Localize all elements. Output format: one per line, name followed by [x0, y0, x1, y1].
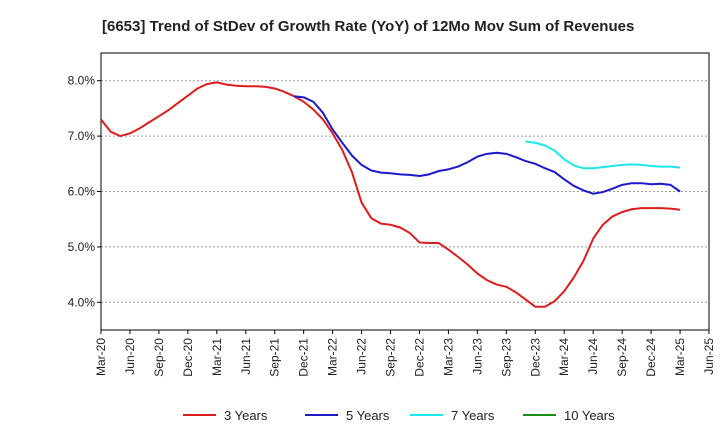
x-tick-label: Dec-21 — [297, 338, 311, 377]
x-axis-ticks: Mar-20 Jun-20 Sep-20 Dec-20 Mar-21 Jun-21 Sep-… — [94, 330, 716, 377]
x-tick-label: Dec-24 — [644, 338, 658, 377]
x-tick-label: Dec-23 — [528, 338, 542, 377]
legend-label-5-years: 5 Years — [346, 408, 390, 423]
y-tick-label: 7.0% — [68, 129, 96, 143]
y-tick-label: 8.0% — [68, 74, 96, 88]
series-line-7-years — [525, 140, 681, 170]
x-tick-label: Mar-23 — [441, 338, 455, 376]
legend-label-7-years: 7 Years — [451, 408, 495, 423]
x-tick-label: Mar-24 — [557, 338, 571, 376]
chart-title: [6653] Trend of StDev of Growth Rate (Yo… — [102, 18, 634, 35]
legend-label-3-years: 3 Years — [224, 408, 268, 423]
x-tick-label: Jun-20 — [123, 338, 137, 375]
y-axis-ticks: 4.0% 5.0% 6.0% 7.0% 8.0% — [68, 74, 101, 309]
x-tick-label: Sep-21 — [268, 338, 282, 377]
x-tick-label: Sep-23 — [499, 338, 513, 377]
x-tick-label: Jun-22 — [355, 338, 369, 375]
x-tick-label: Sep-22 — [384, 338, 398, 377]
grid-layer — [101, 80, 709, 303]
y-tick-label: 4.0% — [68, 295, 96, 309]
legend-label-10-years: 10 Years — [564, 408, 615, 423]
x-tick-label: Jun-23 — [470, 338, 484, 375]
y-tick-label: 6.0% — [68, 185, 96, 199]
series-layer — [100, 81, 681, 308]
series-line-3-years — [100, 81, 681, 308]
x-tick-label: Jun-21 — [239, 338, 253, 375]
legend: 3 Years 5 Years 7 Years 10 Years — [183, 408, 615, 423]
x-tick-label: Mar-22 — [326, 338, 340, 376]
x-tick-label: Dec-20 — [181, 338, 195, 377]
x-tick-label: Dec-22 — [412, 338, 426, 377]
y-tick-label: 5.0% — [68, 240, 96, 254]
x-tick-label: Sep-20 — [152, 338, 166, 377]
x-tick-label: Jun-24 — [586, 338, 600, 375]
x-tick-label: Jun-25 — [702, 338, 716, 375]
x-tick-label: Mar-21 — [210, 338, 224, 376]
x-tick-label: Mar-20 — [94, 338, 108, 376]
x-tick-label: Mar-25 — [673, 338, 687, 376]
x-tick-label: Sep-24 — [615, 338, 629, 377]
series-line-5-years — [293, 95, 681, 195]
